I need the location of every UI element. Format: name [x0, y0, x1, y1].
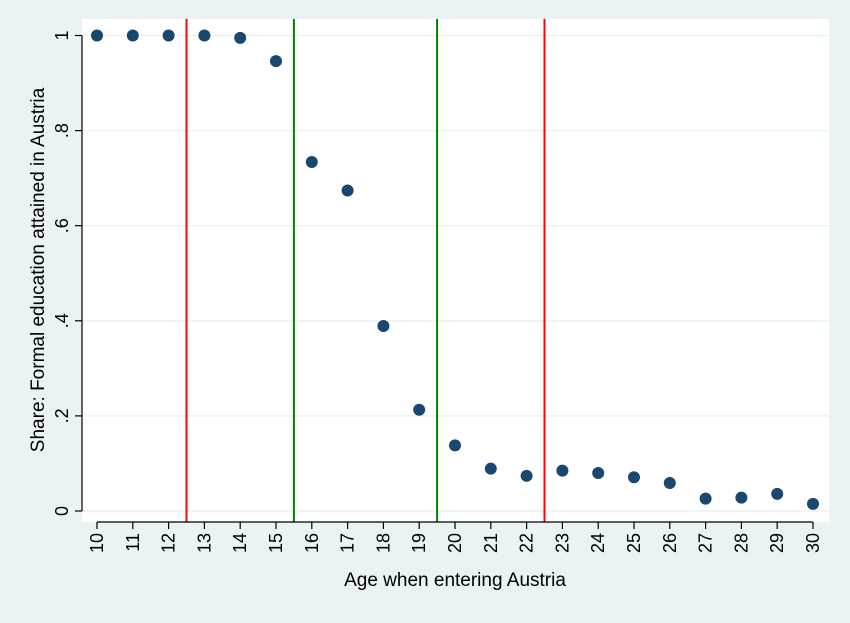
- data-point-22: [520, 469, 533, 482]
- x-tick-label-8: 18: [373, 533, 393, 553]
- x-tick-label-20: 30: [803, 533, 823, 553]
- x-tick-label-16: 26: [660, 533, 680, 553]
- data-point-24: [592, 466, 605, 479]
- x-tick-label-6: 16: [302, 533, 322, 553]
- gridlines: [82, 34, 829, 512]
- x-axis-title: Age when entering Austria: [344, 570, 566, 591]
- data-point-26: [663, 476, 676, 489]
- y-axis-title: Share: Formal education attained in Aust…: [28, 87, 49, 452]
- x-tick-label-17: 27: [696, 533, 716, 553]
- y-tick-label-4: .8: [52, 123, 72, 138]
- data-point-30: [807, 497, 819, 510]
- x-tick-label-4: 14: [230, 533, 250, 553]
- data-point-14: [234, 31, 247, 44]
- data-points: [91, 29, 819, 510]
- x-tick-label-12: 22: [517, 533, 537, 553]
- y-tick-label-1: .2: [52, 408, 72, 423]
- x-tick-label-1: 11: [123, 533, 143, 552]
- data-point-18: [377, 320, 390, 333]
- y-tick-label-0: 0: [52, 506, 72, 516]
- data-point-29: [771, 487, 784, 500]
- y-tick-label-5: 1: [52, 30, 72, 40]
- x-tick-label-7: 17: [338, 533, 358, 553]
- x-tick-label-15: 25: [624, 533, 644, 553]
- data-point-11: [126, 29, 139, 42]
- data-point-13: [198, 29, 211, 42]
- data-point-20: [449, 439, 461, 452]
- data-point-23: [556, 464, 569, 477]
- data-point-12: [162, 29, 175, 42]
- data-point-10: [91, 29, 103, 42]
- data-point-15: [270, 55, 282, 68]
- plot-area: [82, 19, 829, 522]
- x-tick-label-18: 28: [731, 533, 751, 553]
- data-point-25: [628, 471, 640, 484]
- x-tick-label-9: 19: [409, 533, 429, 553]
- data-point-21: [484, 462, 497, 475]
- x-tick-label-14: 24: [588, 533, 608, 553]
- x-tick-label-19: 29: [767, 533, 787, 553]
- data-point-28: [735, 491, 748, 504]
- data-point-27: [699, 492, 712, 505]
- x-tick-label-2: 12: [159, 533, 179, 553]
- y-axis: 0 .2 .4 .6 .8 1: [52, 30, 83, 516]
- x-tick-label-11: 21: [481, 533, 501, 553]
- reference-lines: [185, 19, 546, 522]
- y-tick-label-2: .4: [52, 313, 72, 328]
- x-tick-label-5: 15: [266, 533, 286, 553]
- x-axis: 10 11 12 13 14 15 16 17 18 19 20 21 22 23 24 25 26 27 28 29…: [87, 521, 823, 553]
- y-tick-label-3: .6: [52, 218, 72, 233]
- x-tick-label-13: 23: [552, 533, 572, 553]
- x-tick-label-0: 10: [87, 533, 107, 553]
- x-tick-label-3: 13: [194, 533, 214, 553]
- data-point-17: [341, 184, 354, 197]
- x-tick-label-10: 20: [445, 533, 465, 553]
- data-point-19: [413, 403, 426, 416]
- data-point-16: [305, 155, 318, 168]
